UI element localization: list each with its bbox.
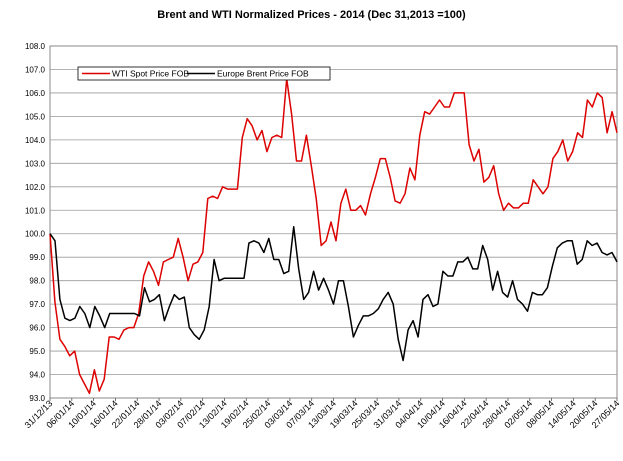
plot-area [49,45,618,399]
chart-title: Brent and WTI Normalized Prices - 2014 (… [157,9,466,21]
y-axis: 93.0 94.0 95.0 96.0 97.0 98.0 99.0 100.0 101.0 10… [25,42,46,403]
y-tick-label: 97.0 [29,300,45,309]
series-line-wti [49,78,618,395]
y-tick-label: 96.0 [29,324,45,333]
grid-layer [50,69,617,375]
y-tick-label: 99.0 [29,253,45,262]
y-tick-label: 104.0 [25,136,46,145]
y-tick-label: 95.0 [29,347,45,356]
y-tick-label: 94.0 [29,371,45,380]
y-tick-label: 100.0 [25,230,46,239]
y-tick-label: 107.0 [25,65,46,74]
y-tick-label: 105.0 [25,112,46,121]
y-tick-label: 98.0 [29,277,45,286]
y-tick-label: 108.0 [25,42,46,51]
legend: WTI Spot Price FOB Europe Brent Price FO… [77,66,331,81]
y-tick-label: 103.0 [25,159,46,168]
y-tick-label: 101.0 [25,206,46,215]
y-tick-label: 93.0 [29,394,45,403]
series-layer [49,78,618,395]
series-line-brent [49,225,618,362]
y-tick-label: 102.0 [25,183,46,192]
legend-label-brent: Europe Brent Price FOB [217,69,309,79]
y-tick-label: 106.0 [25,89,46,98]
x-axis: 31/12/1306/01/1410/01/1416/01/1422/01/14… [23,398,621,430]
legend-label-wti: WTI Spot Price FOB [112,69,189,79]
